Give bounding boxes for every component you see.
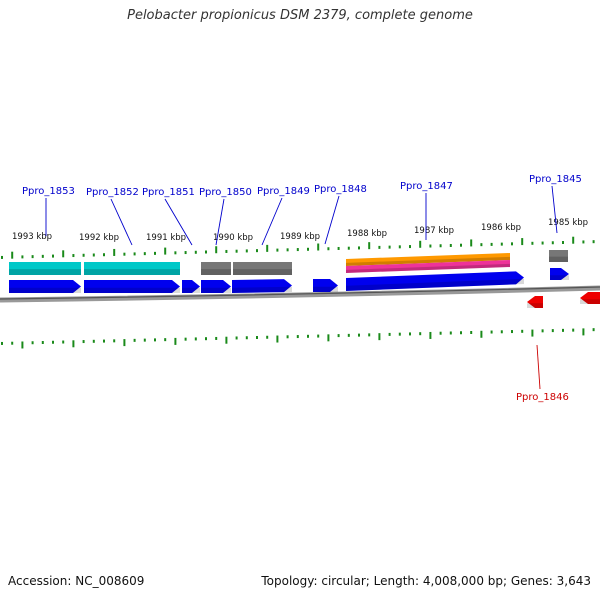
- gene-label-text: Ppro_1853: [22, 186, 75, 197]
- cds-arrow-forward-shade: [313, 286, 338, 292]
- gene-label-text: Ppro_1846: [516, 392, 569, 403]
- rna-feature-body: [9, 262, 81, 275]
- gray-feature[interactable]: [549, 250, 568, 262]
- gene-label-ppro_1846[interactable]: Ppro_1846: [516, 344, 569, 403]
- gene-label-text: Ppro_1847: [400, 181, 453, 192]
- cds-arrow-reverse-shade: [580, 299, 600, 304]
- cds-arrow-reverse[interactable]: [527, 296, 543, 308]
- cds-arrow-forward-body: [232, 279, 292, 293]
- gray-feature-shade: [233, 269, 292, 275]
- rna-feature[interactable]: [84, 262, 180, 275]
- scale-labels: 1993 kbp 1992 kbp 1991 kbp 1990 kbp 1989 kbp…: [12, 218, 588, 243]
- gray-feature-body: [549, 250, 568, 262]
- gene-label-ppro_1848[interactable]: Ppro_1848: [314, 184, 367, 245]
- gene-label-text: Ppro_1845: [529, 174, 582, 185]
- gene-leader-line: [261, 197, 283, 246]
- gene-label-ppro_1850[interactable]: Ppro_1850: [199, 187, 252, 246]
- cds-arrow-forward-body: [84, 280, 180, 293]
- cds-arrow-forward-shade: [550, 275, 569, 280]
- gray-feature[interactable]: [233, 262, 292, 275]
- scale-label: 1990 kbp: [213, 233, 253, 243]
- orange-feature-body: [346, 253, 510, 266]
- cds-arrow-forward-body: [346, 271, 524, 291]
- backbone-line: [0, 285, 600, 303]
- cds-arrow-forward-shade: [84, 287, 180, 293]
- gene-label-ppro_1851[interactable]: Ppro_1851: [142, 187, 195, 246]
- cds-arrow-forward[interactable]: [182, 280, 200, 293]
- cds-arrow-forward-shade: [182, 287, 200, 293]
- gene-leader-line: [324, 195, 340, 245]
- gene-leader-line: [536, 344, 541, 390]
- cds-arrow-reverse-body: [527, 296, 543, 308]
- cds-arrow-forward[interactable]: [313, 279, 338, 292]
- genome-summary-label: Topology: circular; Length: 4,008,000 bp…: [261, 574, 591, 588]
- cds-arrow-forward-shade: [9, 287, 81, 293]
- cds-arrow-forward-body: [182, 280, 200, 293]
- genome-backbone: [0, 285, 600, 303]
- gene-leader-line: [551, 185, 558, 234]
- cds-arrow-forward[interactable]: [9, 280, 81, 293]
- gene-label-ppro_1849[interactable]: Ppro_1849: [257, 186, 310, 246]
- backbone-shadow: [0, 286, 600, 300]
- cds-arrow-forward-body: [9, 280, 81, 293]
- gray-feature-body: [201, 262, 231, 275]
- cds-arrow-forward-shade: [232, 286, 292, 293]
- gene-label-text: Ppro_1852: [86, 187, 139, 198]
- gray-feature-shade: [549, 256, 568, 262]
- gene-leader-line: [164, 198, 193, 246]
- gray-feature-shade: [201, 269, 231, 275]
- scale-label: 1987 kbp: [414, 226, 454, 236]
- cds-arrow-forward-body: [550, 268, 569, 280]
- gene-label-ppro_1853[interactable]: Ppro_1853: [22, 186, 75, 236]
- cds-arrow-forward[interactable]: [346, 271, 524, 291]
- magenta-feature-shade: [346, 263, 510, 273]
- rna-feature[interactable]: [9, 262, 81, 275]
- gene-leader-line: [110, 198, 133, 246]
- accession-label: Accession: NC_008609: [8, 574, 145, 588]
- cds-arrow-forward[interactable]: [550, 268, 569, 280]
- cds-arrow-reverse[interactable]: [580, 292, 600, 304]
- gene-label-text: Ppro_1848: [314, 184, 367, 195]
- gene-label-ppro_1852[interactable]: Ppro_1852: [86, 187, 139, 246]
- rna-feature-shade: [84, 269, 180, 275]
- magenta-feature-body: [346, 260, 510, 273]
- gene-labels: Ppro_1853 Ppro_1852 Ppro_1851 Ppro_1850 Ppro…: [22, 174, 582, 403]
- cds-arrow-reverse-shade: [527, 303, 543, 308]
- rna-feature-body: [84, 262, 180, 275]
- tick-track-lower: [1, 328, 595, 349]
- tick-track-upper: [1, 236, 595, 259]
- gene-label-text: Ppro_1850: [199, 187, 252, 198]
- gene-label-ppro_1845[interactable]: Ppro_1845: [529, 174, 582, 234]
- cds-arrow-forward[interactable]: [232, 279, 292, 293]
- scale-label: 1991 kbp: [146, 233, 186, 243]
- scale-label: 1988 kbp: [347, 229, 387, 239]
- cds-arrow-forward[interactable]: [201, 280, 231, 293]
- scale-label: 1986 kbp: [481, 223, 521, 233]
- cds-arrow-forward-body: [201, 280, 231, 293]
- scale-label: 1993 kbp: [12, 232, 52, 242]
- gene-label-ppro_1847[interactable]: Ppro_1847: [400, 181, 453, 240]
- cds-arrow-reverse-body: [580, 292, 600, 304]
- rna-feature-shade: [9, 269, 81, 275]
- scale-label: 1992 kbp: [79, 233, 119, 243]
- orange-feature[interactable]: [346, 253, 510, 266]
- scale-label: 1985 kbp: [548, 218, 588, 228]
- magenta-feature[interactable]: [346, 260, 510, 273]
- feature-track: [9, 250, 600, 308]
- gene-label-text: Ppro_1851: [142, 187, 195, 198]
- cds-arrow-forward-shade: [201, 287, 231, 293]
- map-title: Pelobacter propionicus DSM 2379, complet…: [127, 8, 473, 23]
- cds-arrow-forward-shade: [346, 278, 524, 291]
- cds-arrow-forward-body: [313, 279, 338, 292]
- scale-label: 1989 kbp: [280, 232, 320, 242]
- gene-leader-line: [215, 198, 225, 246]
- gray-feature[interactable]: [201, 262, 231, 275]
- gene-label-text: Ppro_1849: [257, 186, 310, 197]
- cds-arrow-forward[interactable]: [84, 280, 180, 293]
- gray-feature-body: [233, 262, 292, 275]
- orange-feature-shade: [346, 256, 510, 266]
